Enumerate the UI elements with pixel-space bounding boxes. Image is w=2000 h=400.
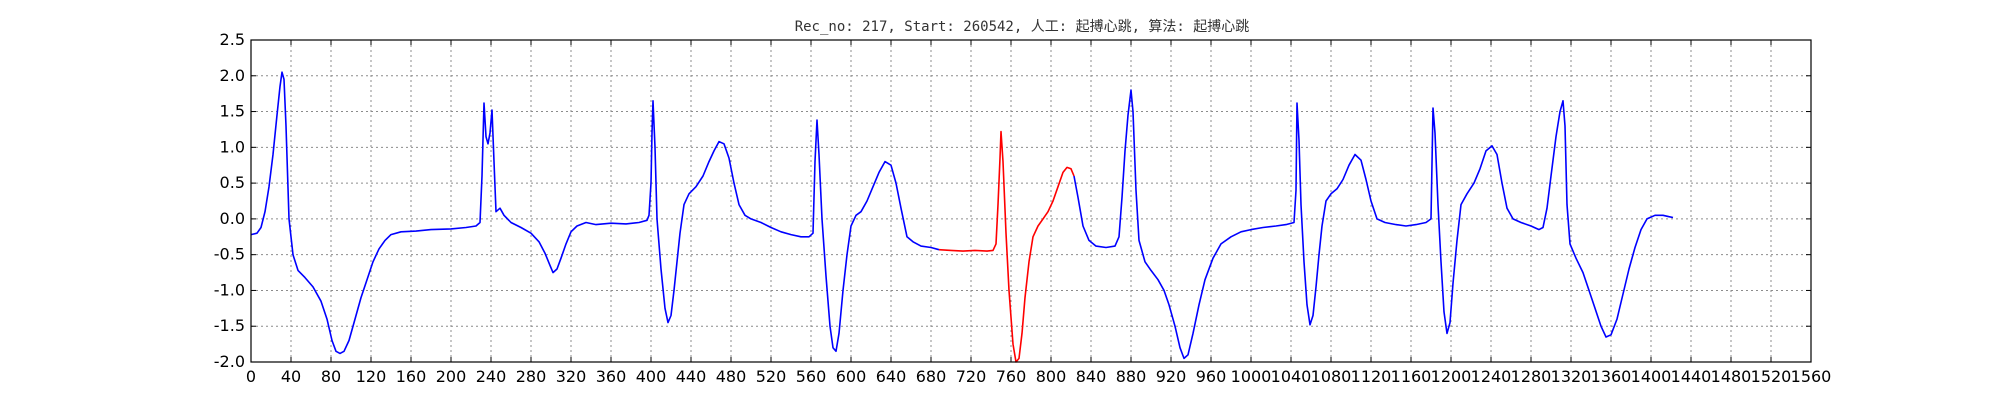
x-tick-label: 1400 (1631, 367, 1672, 386)
x-tick-label: 1320 (1551, 367, 1592, 386)
x-tick-label: 560 (796, 367, 827, 386)
x-tick-label: 40 (281, 367, 301, 386)
series-line-2 (1073, 89, 1674, 360)
x-axis: 0 40 80 120 160 200 240 280 320 360 400 440 480 520 56… (246, 40, 1831, 386)
x-tick-label: 320 (556, 367, 587, 386)
x-tick-label: 1440 (1671, 367, 1712, 386)
x-tick-label: 1160 (1391, 367, 1432, 386)
x-tick-label: 160 (396, 367, 427, 386)
x-tick-label: 400 (636, 367, 667, 386)
x-tick-label: 1040 (1271, 367, 1312, 386)
x-tick-label: 640 (876, 367, 907, 386)
x-tick-label: 440 (676, 367, 707, 386)
y-tick-label: -1.0 (214, 280, 245, 299)
x-tick-label: 760 (996, 367, 1027, 386)
x-tick-label: 920 (1156, 367, 1187, 386)
y-tick-label: -0.5 (214, 245, 245, 264)
series-line-1 (938, 130, 1075, 363)
x-tick-label: 120 (356, 367, 387, 386)
x-tick-label: 840 (1076, 367, 1107, 386)
y-tick-label: 1.0 (220, 137, 245, 156)
x-tick-label: 280 (516, 367, 547, 386)
y-tick-label: -1.5 (214, 316, 245, 335)
x-tick-label: 960 (1196, 367, 1227, 386)
series-line-0 (250, 71, 940, 355)
y-tick-label: 0.5 (220, 173, 245, 192)
series-layer (250, 71, 1674, 363)
x-tick-label: 200 (436, 367, 467, 386)
chart-title: Rec_no: 217, Start: 260542, 人工: 起搏心跳, 算法… (795, 18, 1250, 35)
y-tick-label: 2.5 (220, 30, 245, 49)
x-tick-label: 600 (836, 367, 867, 386)
x-tick-label: 240 (476, 367, 507, 386)
x-tick-label: 1360 (1591, 367, 1632, 386)
y-axis: -2.0 -1.5 -1.0 -0.5 0.0 0.5 1.0 1.5 2.0 2.5 (214, 30, 1811, 371)
x-tick-label: 1280 (1511, 367, 1552, 386)
x-tick-label: 800 (1036, 367, 1067, 386)
y-tick-label: 2.0 (220, 66, 245, 85)
x-tick-label: 1240 (1471, 367, 1512, 386)
grid (251, 40, 1811, 362)
x-tick-label: 880 (1116, 367, 1147, 386)
x-tick-label: 1120 (1351, 367, 1392, 386)
y-tick-label: 0.0 (220, 209, 245, 228)
y-tick-label: 1.5 (220, 102, 245, 121)
x-tick-label: 680 (916, 367, 947, 386)
x-tick-label: 520 (756, 367, 787, 386)
x-tick-label: 80 (321, 367, 341, 386)
x-tick-label: 1560 (1791, 367, 1832, 386)
x-tick-label: 1080 (1311, 367, 1352, 386)
x-tick-label: 1480 (1711, 367, 1752, 386)
x-tick-label: 1000 (1231, 367, 1272, 386)
x-tick-label: 0 (246, 367, 256, 386)
y-tick-label: -2.0 (214, 352, 245, 371)
x-tick-label: 720 (956, 367, 987, 386)
x-tick-label: 360 (596, 367, 627, 386)
plot-frame (250, 39, 1812, 363)
x-tick-label: 480 (716, 367, 747, 386)
x-tick-label: 1520 (1751, 367, 1792, 386)
x-tick-label: 1200 (1431, 367, 1472, 386)
